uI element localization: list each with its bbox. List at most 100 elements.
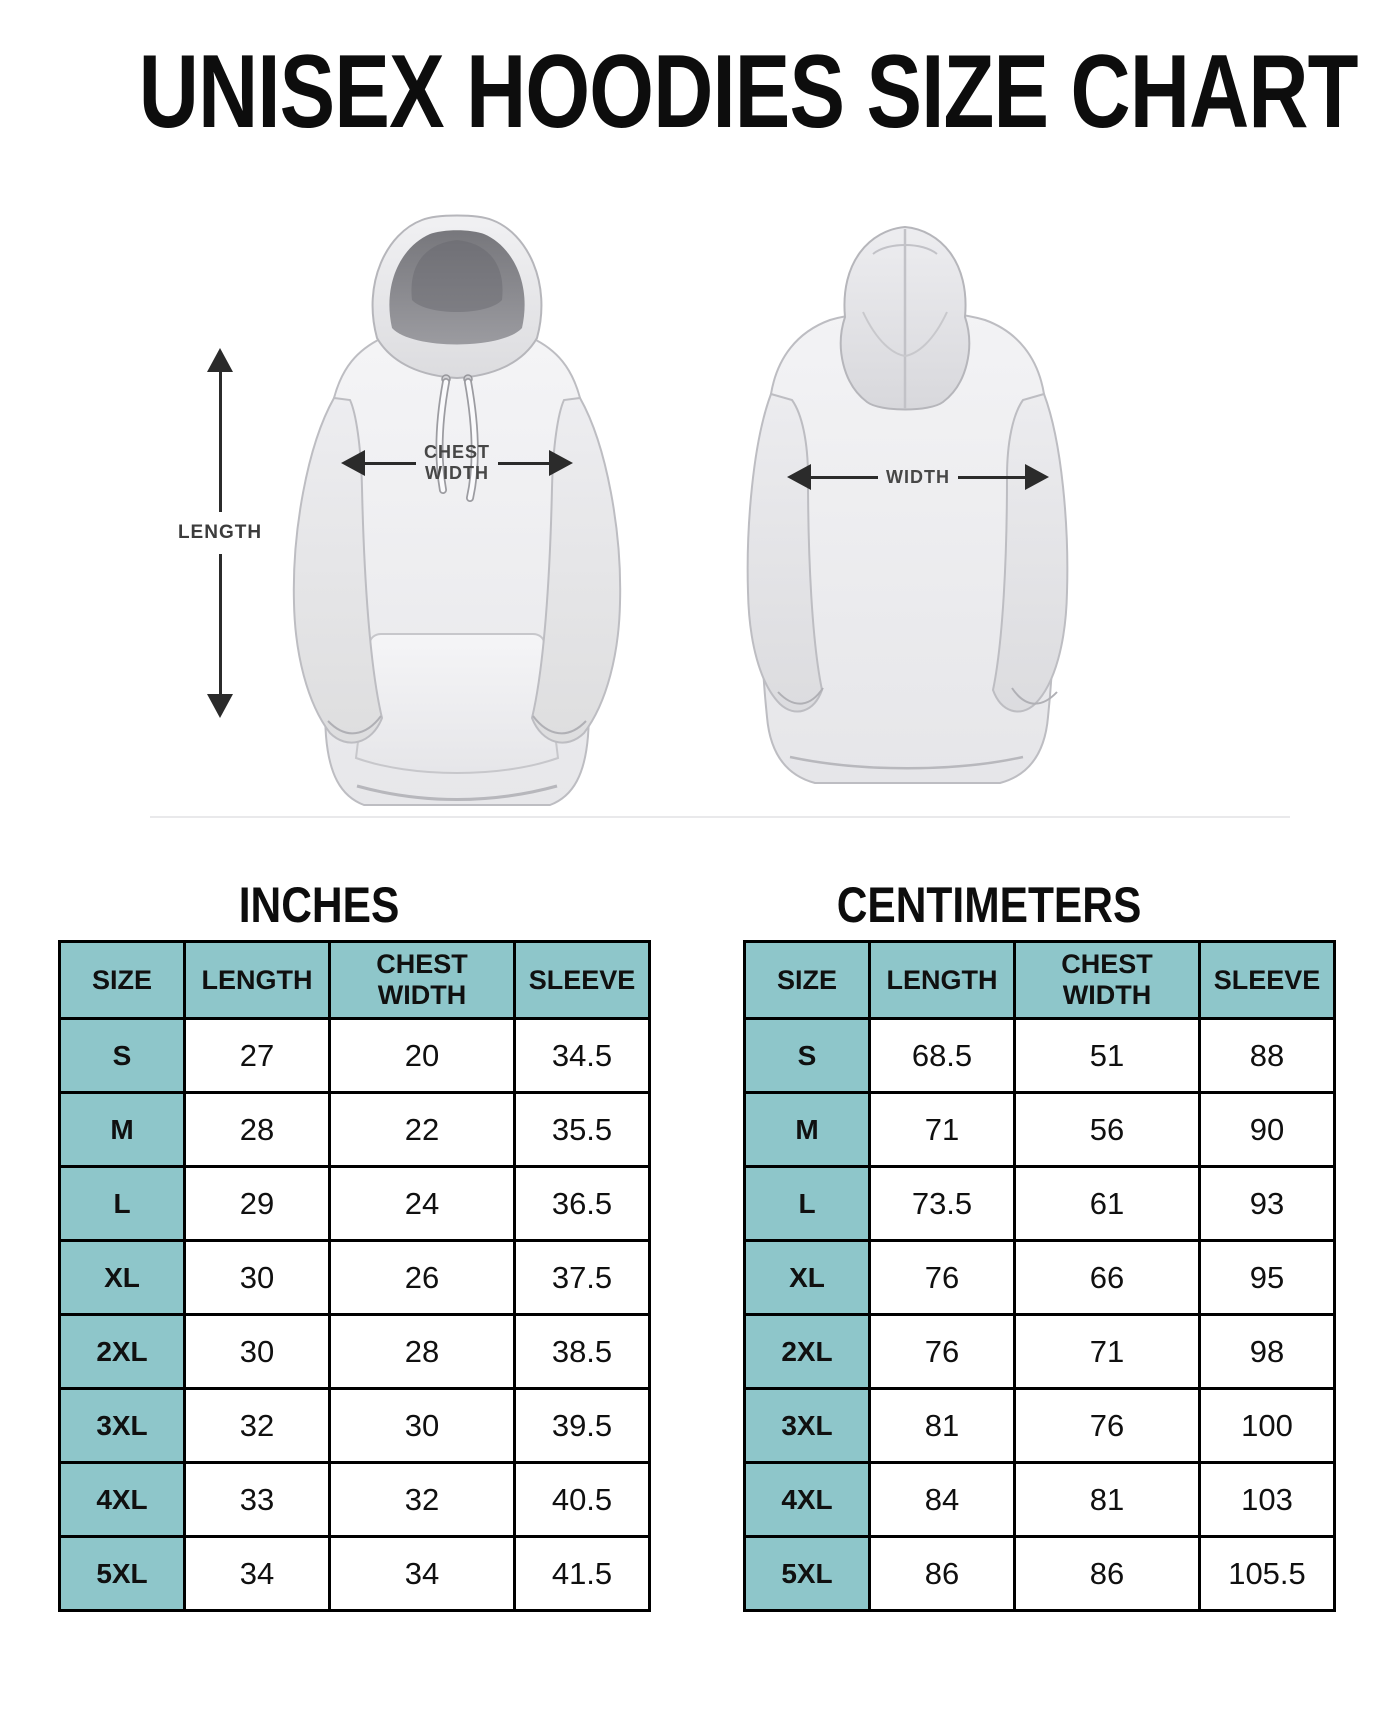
value-cell: 36.5: [513, 1165, 651, 1242]
value-cell: 35.5: [513, 1091, 651, 1168]
value-cell: 88: [1198, 1017, 1336, 1094]
column-header: SIZE: [743, 940, 871, 1020]
value-cell: 34: [183, 1535, 331, 1612]
value-cell: 34: [328, 1535, 516, 1612]
table-row: M 28 22 35.5: [58, 1091, 651, 1168]
table-row: 3XL 81 76 100: [743, 1387, 1336, 1464]
value-cell: 68.5: [868, 1017, 1016, 1094]
value-cell: 93: [1198, 1165, 1336, 1242]
size-cell: L: [58, 1165, 186, 1242]
front-hoodie-body: [292, 336, 622, 806]
column-header: CHEST WIDTH: [328, 940, 516, 1020]
table-row: 3XL 32 30 39.5: [58, 1387, 651, 1464]
value-cell: 28: [328, 1313, 516, 1390]
value-cell: 103: [1198, 1461, 1336, 1538]
table-row: 4XL 33 32 40.5: [58, 1461, 651, 1538]
size-cell: 3XL: [58, 1387, 186, 1464]
value-cell: 100: [1198, 1387, 1336, 1464]
inches-size-table: SIZE LENGTH CHEST WIDTH SLEEVE S 27 20 34.5 M 28 2…: [58, 940, 651, 1612]
value-cell: 28: [183, 1091, 331, 1168]
value-cell: 32: [183, 1387, 331, 1464]
value-cell: 32: [328, 1461, 516, 1538]
value-cell: 38.5: [513, 1313, 651, 1390]
table-row: 5XL 34 34 41.5: [58, 1535, 651, 1612]
table-row: 4XL 84 81 103: [743, 1461, 1336, 1538]
size-cell: L: [743, 1165, 871, 1242]
column-header: LENGTH: [868, 940, 1016, 1020]
value-cell: 24: [328, 1165, 516, 1242]
value-cell: 76: [1013, 1387, 1201, 1464]
table-row: L 29 24 36.5: [58, 1165, 651, 1242]
size-cell: 2XL: [743, 1313, 871, 1390]
inches-table-title: INCHES: [238, 877, 400, 933]
value-cell: 37.5: [513, 1239, 651, 1316]
column-header: SLEEVE: [1198, 940, 1336, 1020]
table-row: 2XL 76 71 98: [743, 1313, 1336, 1390]
value-cell: 56: [1013, 1091, 1201, 1168]
front-hoodie-left-sleeve: [292, 396, 384, 744]
arrow-right-icon: [1025, 464, 1050, 490]
hoodie-measurement-diagram: LENGTH CHEST WIDTH WIDTH: [0, 160, 1388, 840]
size-cell: S: [58, 1017, 186, 1094]
chest-width-label: CHEST WIDTH: [424, 442, 491, 483]
value-cell: 41.5: [513, 1535, 651, 1612]
value-cell: 95: [1198, 1239, 1336, 1316]
centimeters-table-title: CENTIMETERS: [836, 877, 1142, 933]
value-cell: 81: [868, 1387, 1016, 1464]
back-hoodie-image: [746, 225, 1069, 784]
front-hoodie-hood: [371, 214, 543, 384]
front-hoodie-pocket: [354, 633, 560, 774]
photo-bottom-edge: [150, 816, 1290, 818]
chest-width-arrow: CHEST WIDTH: [341, 441, 574, 485]
value-cell: 30: [183, 1239, 331, 1316]
value-cell: 66: [1013, 1239, 1201, 1316]
value-cell: 84: [868, 1461, 1016, 1538]
value-cell: 71: [1013, 1313, 1201, 1390]
value-cell: 29: [183, 1165, 331, 1242]
value-cell: 26: [328, 1239, 516, 1316]
arrow-down-icon: [207, 694, 233, 718]
header-row: SIZE LENGTH CHEST WIDTH SLEEVE: [58, 940, 651, 1020]
front-hoodie-drawstrings: [435, 378, 479, 502]
size-cell: 2XL: [58, 1313, 186, 1390]
size-cell: 4XL: [743, 1461, 871, 1538]
back-width-label: WIDTH: [886, 466, 950, 487]
value-cell: 61: [1013, 1165, 1201, 1242]
table-row: 2XL 30 28 38.5: [58, 1313, 651, 1390]
arrow-left-icon: [341, 450, 365, 476]
table-row: XL 30 26 37.5: [58, 1239, 651, 1316]
table-row: S 68.5 51 88: [743, 1017, 1336, 1094]
column-header: SIZE: [58, 940, 186, 1020]
back-width-arrow: WIDTH: [787, 464, 1050, 490]
size-cell: 3XL: [743, 1387, 871, 1464]
centimeters-size-table: SIZE LENGTH CHEST WIDTH SLEEVE S 68.5 51 88 M 71 5…: [743, 940, 1336, 1612]
value-cell: 33: [183, 1461, 331, 1538]
value-cell: 90: [1198, 1091, 1336, 1168]
size-cell: 5XL: [743, 1535, 871, 1612]
value-cell: 105.5: [1198, 1535, 1336, 1612]
arrow-up-icon: [207, 348, 233, 372]
value-cell: 86: [868, 1535, 1016, 1612]
value-cell: 76: [868, 1313, 1016, 1390]
back-hoodie-hood: [839, 225, 971, 411]
value-cell: 39.5: [513, 1387, 651, 1464]
value-cell: 71: [868, 1091, 1016, 1168]
column-header: CHEST WIDTH: [1013, 940, 1201, 1020]
value-cell: 30: [183, 1313, 331, 1390]
value-cell: 34.5: [513, 1017, 651, 1094]
size-cell: M: [58, 1091, 186, 1168]
table-row: L 73.5 61 93: [743, 1165, 1336, 1242]
size-cell: 4XL: [58, 1461, 186, 1538]
size-cell: M: [743, 1091, 871, 1168]
size-cell: XL: [58, 1239, 186, 1316]
page-title: UNISEX HOODIES SIZE CHART: [138, 34, 1359, 150]
front-hoodie-right-sleeve: [530, 396, 622, 744]
length-arrow: LENGTH: [172, 348, 268, 718]
table-row: 5XL 86 86 105.5: [743, 1535, 1336, 1612]
value-cell: 22: [328, 1091, 516, 1168]
arrow-left-icon: [787, 464, 811, 490]
column-header: SLEEVE: [513, 940, 651, 1020]
front-hoodie-image: [292, 214, 622, 806]
table-row: S 27 20 34.5: [58, 1017, 651, 1094]
